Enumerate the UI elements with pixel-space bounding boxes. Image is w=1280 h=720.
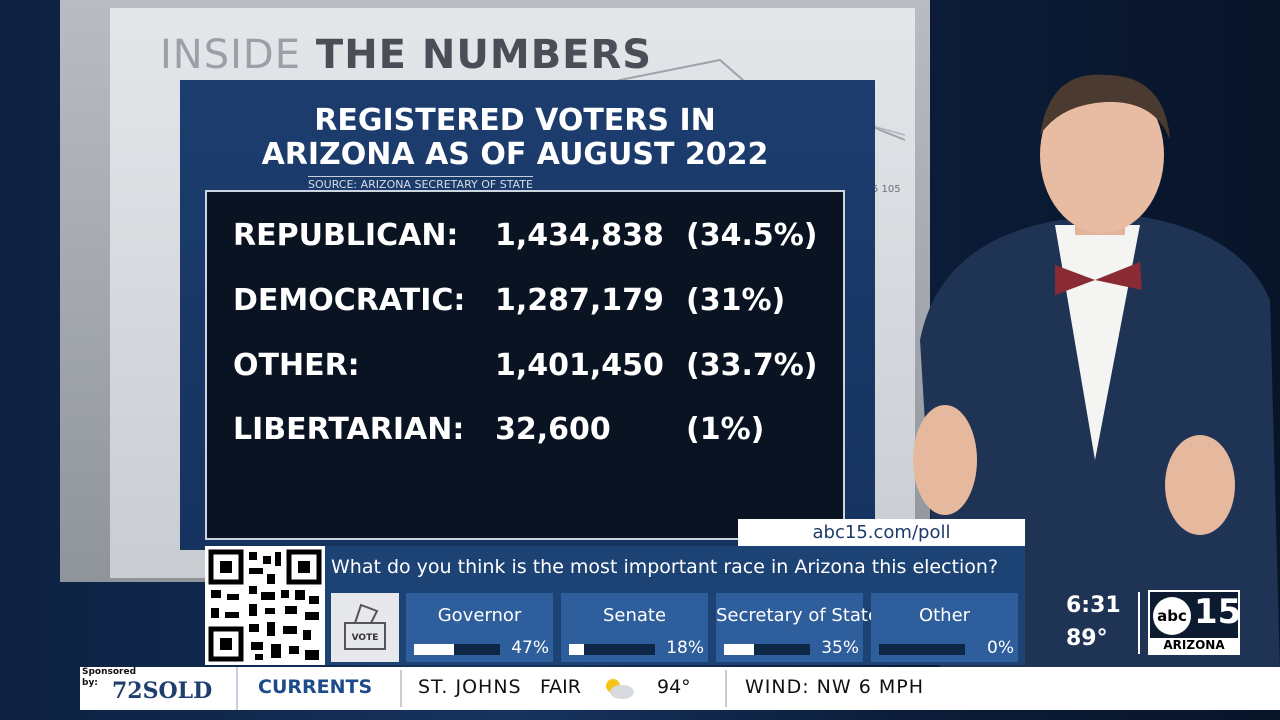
logo-number: 15	[1194, 592, 1242, 632]
poll-option[interactable]: Governor 47%	[406, 593, 553, 662]
option-name: Senate	[602, 605, 667, 626]
voter-share: (31%)	[686, 283, 786, 318]
station-logo: abc 15 ARIZONA	[1148, 590, 1242, 655]
divider	[725, 670, 727, 707]
voter-share: (33.7%)	[686, 348, 818, 383]
poll-option[interactable]: Other 0%	[871, 593, 1018, 662]
clock-temp: 89°	[1066, 626, 1108, 651]
option-track	[724, 644, 810, 655]
ticker-temp: 94°	[657, 676, 691, 698]
option-name: Governor	[437, 605, 522, 626]
source-note: SOURCE: ARIZONA SECRETARY OF STATE	[308, 176, 533, 191]
option-name: Other	[918, 605, 971, 626]
option-share: 47%	[511, 638, 549, 658]
option-bar	[414, 644, 455, 655]
qr-code[interactable]	[205, 546, 325, 665]
vote-icon: VOTE	[331, 593, 399, 662]
ticker-condition: FAIR	[540, 676, 581, 698]
sponsor-label: Sponsored by:	[82, 667, 137, 688]
vote-label: VOTE	[352, 633, 379, 643]
party-name: OTHER:	[233, 348, 360, 383]
voter-count: 1,434,838	[495, 218, 664, 253]
ticker-bar	[80, 667, 1280, 710]
divider	[1138, 592, 1140, 654]
ticker-section: CURRENTS	[258, 676, 373, 698]
party-name: REPUBLICAN:	[233, 218, 459, 253]
header: INSIDE THE NUMBERS	[160, 32, 652, 78]
divider	[400, 670, 402, 707]
sponsor-name: 72SOLD	[112, 678, 213, 704]
party-name: LIBERTARIAN:	[233, 412, 465, 447]
ballot-icon: VOTE	[344, 603, 386, 650]
party-name: DEMOCRATIC:	[233, 283, 466, 318]
voter-count: 1,401,450	[495, 348, 664, 383]
background-label: 5 105	[872, 184, 901, 195]
divider	[236, 667, 238, 710]
graphic-title: REGISTERED VOTERS IN ARIZONA AS OF AUGUS…	[180, 104, 850, 172]
logo-region: ARIZONA	[1150, 638, 1238, 653]
clock-time: 6:31	[1066, 593, 1121, 618]
option-track	[414, 644, 500, 655]
qr-pattern	[208, 549, 322, 662]
voter-count: 1,287,179	[495, 283, 664, 318]
poll-option[interactable]: Secretary of State 35%	[716, 593, 880, 662]
voter-share: (34.5%)	[686, 218, 818, 253]
header-light: INSIDE	[160, 32, 301, 78]
ticker-city: ST. JOHNS	[418, 676, 522, 698]
option-name: Secretary of State	[716, 605, 880, 626]
option-share: 18%	[666, 638, 704, 658]
option-track	[879, 644, 965, 655]
voter-share: (1%)	[686, 412, 765, 447]
poll-question: What do you think is the most important …	[331, 556, 999, 578]
voter-count: 32,600	[495, 412, 611, 447]
logo-mark: abc	[1153, 597, 1191, 635]
poll-option[interactable]: Senate 18%	[561, 593, 708, 662]
option-bar	[724, 644, 755, 655]
title-line: ARIZONA AS OF AUGUST 2022	[261, 137, 769, 172]
option-bar	[569, 644, 585, 655]
poll-url[interactable]: abc15.com/poll	[738, 519, 1025, 546]
voter-table	[205, 190, 845, 540]
option-share: 0%	[987, 638, 1014, 658]
weather-icon	[606, 679, 634, 699]
header-dark: THE NUMBERS	[315, 32, 653, 78]
ticker-wind: WIND: NW 6 MPH	[745, 676, 924, 698]
title-line: REGISTERED VOTERS IN	[314, 103, 716, 138]
option-track	[569, 644, 655, 655]
option-share: 35%	[821, 638, 859, 658]
